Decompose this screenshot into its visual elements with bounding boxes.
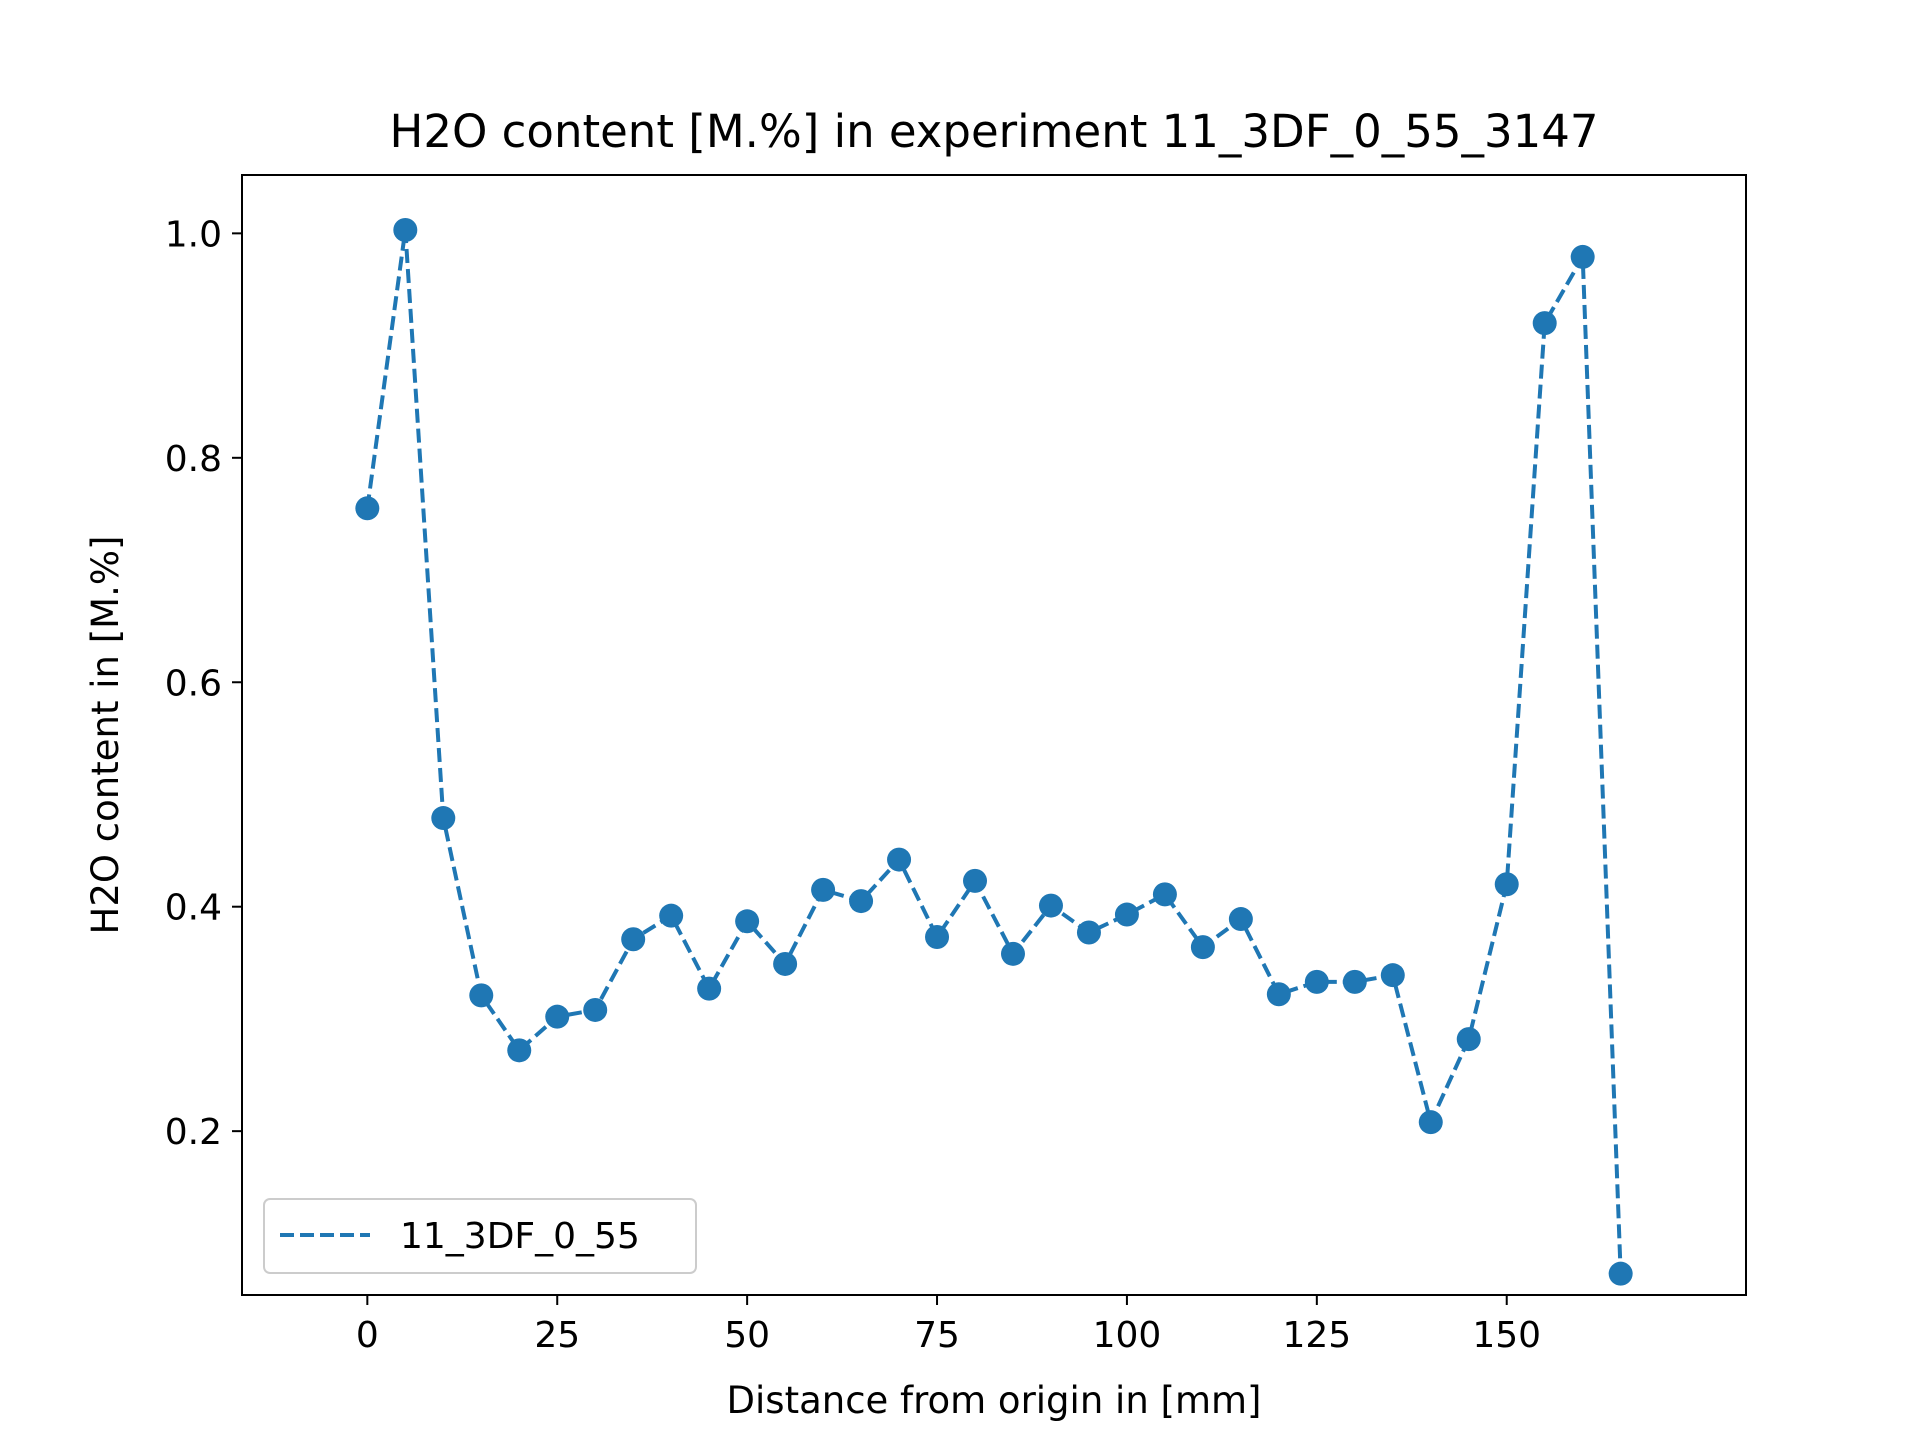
data-point	[1076, 920, 1101, 945]
x-tick-label: 0	[356, 1315, 379, 1356]
x-tick-label: 100	[1093, 1315, 1162, 1356]
data-point	[583, 997, 608, 1022]
data-point	[621, 927, 646, 952]
data-point	[773, 951, 798, 976]
data-point	[1152, 882, 1177, 907]
data-point	[925, 925, 950, 950]
data-point	[1266, 982, 1291, 1007]
y-tick-label: 0.4	[165, 888, 222, 929]
x-tick-label: 25	[534, 1315, 580, 1356]
data-point	[1304, 969, 1329, 994]
data-point	[469, 983, 494, 1008]
x-axis-label: Distance from origin in [mm]	[727, 1379, 1262, 1422]
data-point	[1000, 941, 1025, 966]
data-point	[431, 806, 456, 831]
y-tick-label: 0.2	[165, 1112, 222, 1153]
chart-title: H2O content [M.%] in experiment 11_3DF_0…	[389, 105, 1598, 158]
x-tick-label: 50	[724, 1315, 770, 1356]
x-tick-label: 125	[1282, 1315, 1351, 1356]
data-point	[1608, 1261, 1633, 1286]
series-line	[365, 229, 1623, 1274]
data-point	[1532, 311, 1557, 336]
data-point	[963, 868, 988, 893]
data-point	[1380, 963, 1405, 988]
series-layer	[355, 217, 1633, 1286]
data-point	[545, 1004, 570, 1029]
y-axis-ticks: 0.2 0.4 0.6 0.8 1.0	[165, 214, 242, 1153]
data-point	[1114, 902, 1139, 927]
legend: 11_3DF_0_55	[263, 1198, 697, 1274]
data-point	[697, 976, 722, 1001]
data-point	[735, 909, 760, 934]
data-point	[1228, 907, 1253, 932]
x-tick-label: 75	[914, 1315, 960, 1356]
x-axis-ticks: 0 25 50 75 100 125 150	[356, 1295, 1541, 1356]
data-point	[1342, 969, 1367, 994]
legend-entry-label: 11_3DF_0_55	[400, 1216, 640, 1257]
data-point	[887, 847, 912, 872]
plot-area-frame	[241, 174, 1747, 1296]
y-tick-label: 0.8	[165, 439, 222, 480]
data-point	[507, 1038, 532, 1063]
y-tick-label: 0.6	[165, 663, 222, 704]
y-tick-label: 1.0	[165, 214, 222, 255]
x-tick-label: 150	[1472, 1315, 1541, 1356]
data-point	[659, 903, 684, 928]
data-point	[1038, 893, 1063, 918]
legend-box	[263, 1198, 697, 1274]
y-axis-label: H2O content in [M.%]	[84, 536, 127, 935]
data-point	[355, 496, 380, 521]
data-point	[1418, 1110, 1443, 1135]
data-point	[1494, 872, 1519, 897]
data-point	[1570, 244, 1595, 269]
data-point	[849, 889, 874, 914]
data-point	[1190, 935, 1215, 960]
data-point	[811, 877, 836, 902]
data-point	[393, 217, 418, 242]
data-point	[1456, 1027, 1481, 1052]
